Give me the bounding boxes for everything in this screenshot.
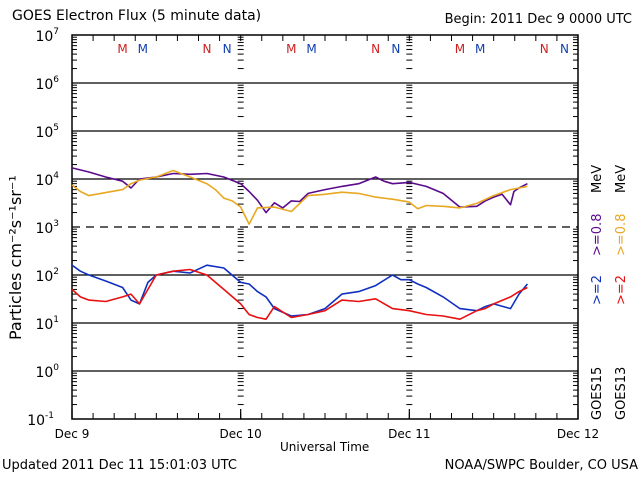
x-tick-label: Dec 12 <box>557 427 599 441</box>
y-tick-label: 101 <box>35 315 59 333</box>
y-tick-label: 10-1 <box>27 411 54 429</box>
x-tick-label: Dec 11 <box>388 427 430 441</box>
y-tick-exponent: 1 <box>53 315 59 325</box>
orbit-marker: M <box>286 42 296 56</box>
y-tick-label: 105 <box>35 123 59 141</box>
y-tick-exponent: -1 <box>45 411 54 421</box>
series-line-3 <box>71 268 528 321</box>
series-line-2 <box>71 264 529 317</box>
y-tick-label: 102 <box>35 267 59 285</box>
orbit-marker: M <box>117 42 127 56</box>
x-axis-label: Universal Time <box>280 440 370 454</box>
series-line-0 <box>71 167 528 214</box>
y-tick-label: 104 <box>35 171 59 189</box>
begin-time: Begin: 2011 Dec 9 0000 UTC <box>444 12 632 27</box>
orbit-marker: M <box>475 42 485 56</box>
x-tick-label: Dec 9 <box>55 427 90 441</box>
y-tick-exponent: 3 <box>53 219 59 229</box>
credit: NOAA/SWPC Boulder, CO USA <box>444 458 638 473</box>
y-tick-label: 107 <box>35 27 59 45</box>
y-tick-exponent: 6 <box>53 75 59 85</box>
y-tick-label: 106 <box>35 75 59 93</box>
orbit-marker: N <box>202 42 211 56</box>
y-tick-exponent: 5 <box>53 123 59 133</box>
orbit-marker: M <box>306 42 316 56</box>
updated-timestamp: Updated 2011 Dec 11 15:01:03 UTC <box>2 458 237 473</box>
orbit-marker: N <box>560 42 569 56</box>
y-tick-exponent: 2 <box>53 267 59 277</box>
y-tick-label: 103 <box>35 219 59 237</box>
orbit-marker: M <box>455 42 465 56</box>
orbit-marker: M <box>138 42 148 56</box>
y-tick-exponent: 0 <box>53 363 59 373</box>
series-line-1 <box>71 169 528 225</box>
y-tick-label: 100 <box>35 363 59 381</box>
orbit-marker: N <box>223 42 232 56</box>
chart-title: GOES Electron Flux (5 minute data) <box>12 8 262 24</box>
y-tick-exponent: 7 <box>53 27 59 37</box>
x-tick-label: Dec 10 <box>220 427 262 441</box>
y-tick-exponent: 4 <box>53 171 59 181</box>
orbit-marker: N <box>540 42 549 56</box>
orbit-marker: N <box>391 42 400 56</box>
orbit-marker: N <box>371 42 380 56</box>
